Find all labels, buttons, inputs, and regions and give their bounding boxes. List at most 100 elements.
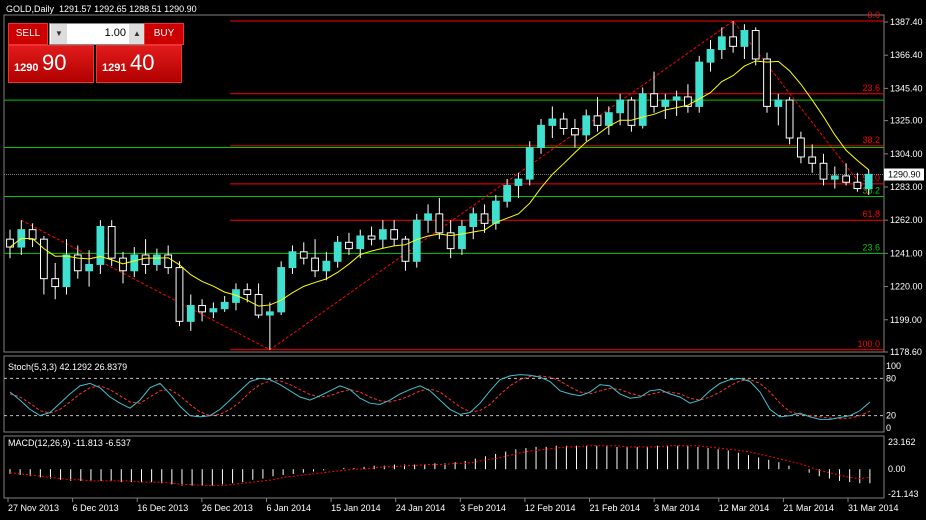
candle-body (107, 226, 116, 259)
fib-level-label: 100.0 (857, 339, 880, 349)
candle-body (661, 99, 670, 107)
y-tick-label: 1262.00 (890, 215, 923, 225)
macd-panel-frame (3, 435, 885, 499)
stoch-signal-line (9, 375, 871, 420)
candle-body (401, 238, 410, 262)
current-price-label: 1290.90 (888, 170, 921, 180)
macd-signal-line (9, 445, 870, 487)
stoch-tick-label: 20 (886, 411, 896, 421)
candle-body (638, 93, 647, 126)
buy-price-small: 1291 (102, 62, 127, 74)
candle-body (152, 254, 161, 265)
candle-body (378, 229, 387, 240)
fib-level-label: 0.0 (867, 10, 880, 20)
candle-body (763, 58, 771, 107)
sell-price-big: 90 (42, 50, 67, 75)
candle-body (864, 173, 873, 190)
stoch-panel-frame (3, 355, 885, 433)
x-tick-label: 6 Dec 2013 (73, 503, 119, 513)
candle-body (808, 156, 817, 164)
candle-body (333, 241, 342, 262)
candle-body (367, 235, 376, 240)
stoch-tick-label: 80 (886, 373, 896, 383)
y-tick-label: 1387.40 (890, 17, 923, 27)
candle-body (684, 96, 692, 107)
candle-body (604, 112, 613, 126)
header-title: GOLD,Daily 1291.57 1292.65 1288.51 1290.… (6, 4, 197, 14)
x-tick-label: 3 Feb 2014 (460, 503, 506, 513)
x-tick-label: 21 Feb 2014 (590, 503, 641, 513)
macd-tick-label: 0.00 (888, 464, 906, 474)
sell-button[interactable]: SELL (8, 23, 48, 45)
sell-price-box[interactable]: 1290 90 (8, 45, 94, 83)
candle-body (299, 251, 308, 259)
candle-body (548, 118, 557, 126)
y-tick-label: 1325.00 (890, 116, 923, 126)
macd-title: MACD(12,26,9) -11.813 -6.537 (8, 438, 131, 448)
candle-body (390, 229, 399, 240)
stoch-title: Stoch(5,3,3) 42.1292 26.8379 (8, 362, 127, 372)
candle-body (695, 61, 704, 107)
candle-body (672, 96, 681, 101)
stoch-tick-label: 100 (886, 361, 901, 371)
candle-body (830, 175, 839, 180)
macd-tick-label: -21.143 (888, 489, 919, 499)
y-tick-label: 1283.00 (890, 182, 923, 192)
candle-body (356, 235, 365, 250)
candle-body (28, 229, 37, 240)
x-tick-label: 12 Mar 2014 (719, 503, 770, 513)
y-tick-label: 1199.00 (890, 315, 922, 325)
candle-body (751, 30, 760, 60)
candle-body (537, 124, 545, 148)
candle-body (119, 257, 127, 272)
candle-body (164, 254, 173, 269)
candle-body (582, 115, 591, 136)
y-tick-label: 1178.60 (890, 347, 922, 357)
candle-body (62, 254, 71, 288)
candle-body (265, 311, 274, 316)
candle-body (322, 260, 331, 272)
one-click-trading-panel: SELL ▼ ▲ BUY 1290 90 1291 40 (4, 22, 184, 84)
candle-body (559, 118, 568, 130)
stoch-tick-label: 0 (886, 423, 891, 433)
candle-body (446, 232, 455, 250)
lot-input[interactable] (68, 25, 126, 41)
macd-tick-label: 23.162 (888, 437, 916, 447)
candle-body (740, 30, 749, 47)
candle-body (503, 184, 512, 202)
candle-body (616, 99, 625, 114)
candle-body (819, 162, 828, 180)
stoch-main-line (9, 374, 871, 420)
buy-price-box[interactable]: 1291 40 (96, 45, 182, 83)
candle-body (571, 128, 579, 136)
increase-lot-icon[interactable]: ▲ (129, 24, 145, 44)
fib-level-label: 23.6 (862, 83, 880, 93)
fib-level-label: 38.2 (862, 135, 880, 145)
candle-body (774, 99, 783, 107)
candle-body (491, 200, 500, 224)
candle-body (232, 289, 240, 303)
candle-body (198, 305, 206, 313)
lot-stepper[interactable]: ▼ ▲ (49, 23, 147, 45)
candle-body (141, 254, 150, 265)
candle-body (130, 254, 139, 272)
green-level-label: 38.2 (862, 185, 880, 195)
fib-level-label: 61.8 (862, 209, 880, 219)
candle-body (345, 241, 353, 250)
x-tick-label: 3 Mar 2014 (654, 503, 700, 513)
green-level-label: 23.6 (862, 242, 880, 252)
y-tick-label: 1220.00 (890, 282, 923, 292)
current-price-box (884, 168, 924, 181)
candle-body (525, 146, 534, 180)
moving-average-line (9, 60, 870, 307)
x-tick-label: 21 Mar 2014 (783, 503, 834, 513)
buy-button[interactable]: BUY (144, 23, 184, 45)
decrease-lot-icon[interactable]: ▼ (51, 24, 67, 44)
candle-body (469, 213, 478, 228)
buy-price-big: 40 (130, 50, 155, 75)
x-tick-label: 24 Jan 2014 (396, 503, 446, 513)
zigzag-trend-line (21, 20, 870, 351)
candle-body (40, 238, 48, 280)
